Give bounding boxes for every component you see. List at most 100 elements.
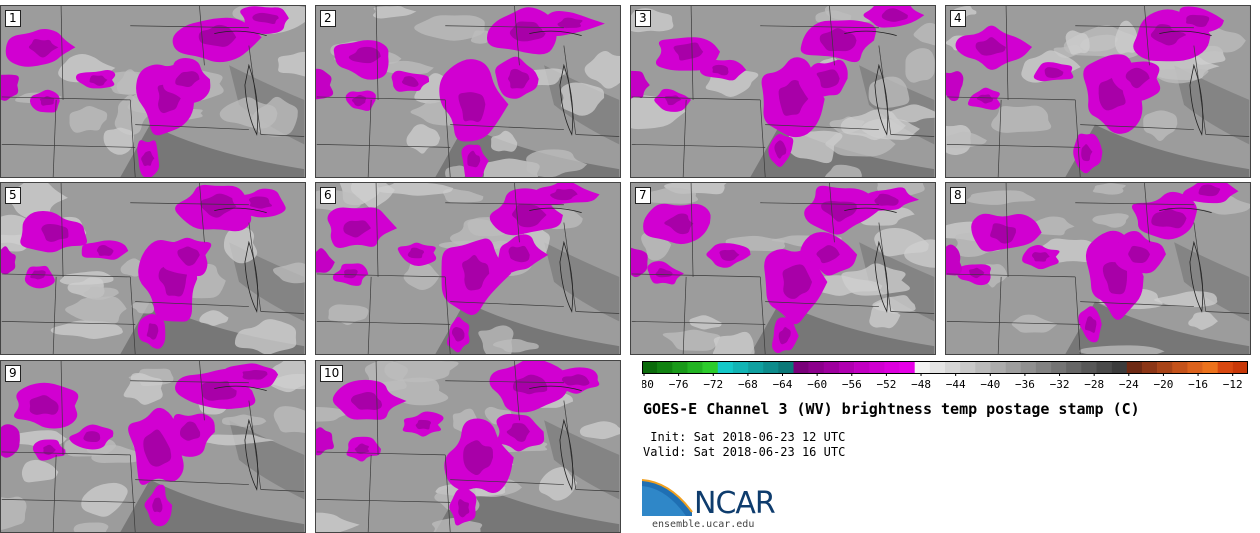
cold-cloud-top bbox=[946, 244, 963, 276]
state-border bbox=[52, 454, 57, 532]
state-border bbox=[1, 273, 131, 278]
state-border bbox=[316, 451, 446, 456]
member-label: 4 bbox=[950, 10, 966, 27]
map-panel-3: 3 bbox=[630, 5, 936, 178]
colorbar-swatch bbox=[672, 362, 688, 373]
colorbar-swatch bbox=[1187, 362, 1203, 373]
cold-cloud-core bbox=[816, 69, 840, 89]
colorbar-tick-label: −44 bbox=[946, 378, 966, 391]
state-border bbox=[760, 25, 879, 29]
map-panel-8: 8 bbox=[945, 182, 1251, 355]
state-border bbox=[1205, 134, 1250, 137]
wv-field-4 bbox=[946, 6, 1250, 177]
state-border bbox=[316, 321, 451, 325]
state-border bbox=[316, 144, 451, 148]
dry-region bbox=[1174, 242, 1250, 322]
lake-outline bbox=[844, 30, 897, 37]
moist-band bbox=[634, 187, 699, 204]
moist-band bbox=[21, 459, 59, 483]
colorbar-swatch bbox=[869, 362, 885, 373]
state-border bbox=[129, 454, 136, 532]
figure-title: GOES-E Channel 3 (WV) brightness temp po… bbox=[643, 400, 1140, 418]
colorbar-swatch bbox=[763, 362, 779, 373]
state-border bbox=[1074, 276, 1081, 354]
colorbar-swatch bbox=[914, 362, 931, 373]
moist-band bbox=[442, 188, 484, 204]
colorbar-tick-label: −28 bbox=[1084, 378, 1104, 391]
cold-cloud-core bbox=[550, 188, 578, 201]
moist-band bbox=[481, 158, 540, 177]
moist-band bbox=[350, 183, 395, 209]
colorbar-frame bbox=[642, 361, 1248, 374]
moist-band bbox=[946, 131, 987, 149]
moist-band bbox=[1152, 68, 1209, 84]
wv-field-8 bbox=[946, 183, 1250, 354]
state-border bbox=[199, 6, 205, 66]
member-label: 7 bbox=[635, 187, 651, 204]
state-border bbox=[1074, 99, 1081, 177]
colorbar-swatch bbox=[884, 362, 900, 373]
moist-band bbox=[316, 407, 350, 422]
state-border bbox=[997, 99, 1002, 177]
lake-outline bbox=[1159, 207, 1212, 214]
colorbar-swatch bbox=[899, 362, 915, 373]
moist-band bbox=[1, 496, 27, 530]
cold-cloud-core bbox=[143, 429, 172, 467]
moist-band bbox=[273, 406, 305, 434]
lake-outline bbox=[1159, 30, 1212, 37]
state-border bbox=[1193, 222, 1207, 312]
moist-band bbox=[50, 320, 123, 340]
state-border bbox=[631, 144, 766, 148]
cold-cloud-top bbox=[316, 248, 335, 273]
moist-band bbox=[991, 105, 1052, 133]
cold-cloud-core bbox=[242, 369, 268, 380]
moist-band bbox=[824, 164, 862, 177]
lake-outline bbox=[214, 207, 267, 214]
state-border bbox=[631, 321, 766, 325]
cold-cloud-core bbox=[778, 327, 791, 345]
moist-band bbox=[1011, 314, 1058, 333]
state-border bbox=[450, 479, 564, 485]
state-border bbox=[878, 45, 892, 135]
state-border bbox=[1, 499, 136, 503]
state-border bbox=[1075, 25, 1194, 29]
init-time: Init: Sat 2018-06-23 12 UTC bbox=[643, 430, 846, 444]
colorbar-swatch bbox=[717, 362, 734, 373]
logo-url: ensemble.ucar.edu bbox=[652, 519, 755, 530]
cold-cloud-core bbox=[782, 264, 813, 299]
colorbar-swatch bbox=[1232, 362, 1248, 373]
map-panel-9: 9 bbox=[0, 360, 306, 533]
state-border bbox=[444, 454, 451, 532]
cold-cloud-core bbox=[561, 374, 590, 386]
state-border bbox=[60, 6, 64, 100]
moist-band bbox=[584, 51, 620, 89]
colorbar-tick-label: −68 bbox=[738, 378, 758, 391]
state-border bbox=[445, 25, 564, 29]
cold-cloud-core bbox=[557, 17, 583, 29]
state-border bbox=[563, 45, 577, 135]
colorbar-swatch bbox=[1035, 362, 1052, 373]
cold-cloud-core bbox=[975, 37, 1006, 56]
state-border bbox=[60, 183, 64, 277]
colorbar-swatch bbox=[702, 362, 719, 373]
colorbar-tick-label: −20 bbox=[1153, 378, 1173, 391]
cold-cloud-core bbox=[348, 46, 381, 64]
state-border bbox=[1005, 183, 1009, 277]
ncar-logo-text: NCAR bbox=[694, 486, 776, 521]
colorbar-tick-label: −32 bbox=[1050, 378, 1070, 391]
dry-region bbox=[435, 301, 620, 354]
moist-band bbox=[966, 190, 1036, 205]
lake-outline bbox=[1189, 63, 1204, 136]
map-panel-10: 10 bbox=[315, 360, 621, 533]
moist-band bbox=[1188, 311, 1218, 330]
colorbar-tick-label: −64 bbox=[773, 378, 793, 391]
colorbar-tick-label: −36 bbox=[1015, 378, 1035, 391]
wv-field-10 bbox=[316, 361, 620, 532]
state-border bbox=[759, 99, 766, 177]
moist-band bbox=[373, 6, 417, 19]
moist-band bbox=[905, 48, 935, 83]
cold-cloud-core bbox=[28, 38, 59, 58]
cold-cloud-core bbox=[664, 213, 694, 235]
moist-band bbox=[1078, 345, 1165, 354]
moist-band bbox=[662, 329, 721, 351]
